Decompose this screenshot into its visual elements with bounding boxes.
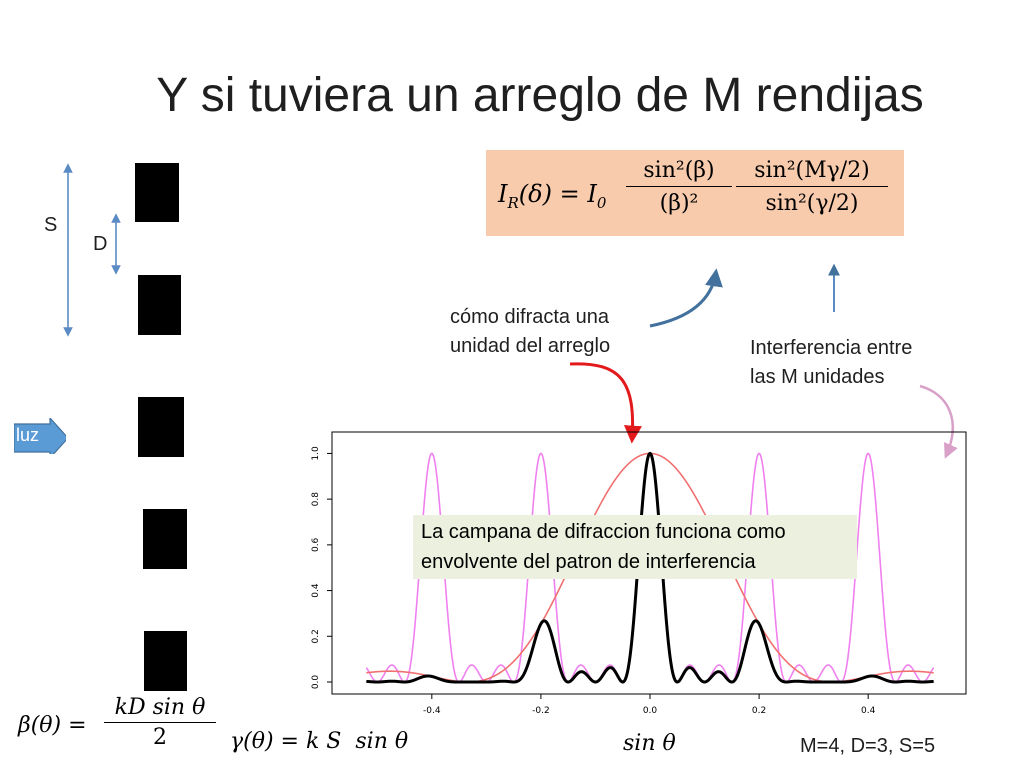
slit-3: [138, 397, 184, 457]
beta-fraction: kD sin θ 2: [104, 695, 216, 750]
light-arrow-icon: [14, 418, 66, 454]
y-tick-label: 1.0: [311, 446, 321, 461]
formula-lhs-sub: R: [507, 193, 519, 212]
y-tick-label: 0.4: [311, 583, 321, 598]
intensity-chart: -0.4 -0.2 0.0 0.2 0.4 0.0 0.2 0.4 0.6 0.8 1.0: [311, 431, 967, 716]
y-tick-label: 0.6: [311, 537, 321, 552]
plot-frame: [331, 431, 967, 695]
slit-2: [138, 275, 181, 335]
diffraction-arrow: [649, 268, 723, 328]
interference-note: Interferencia entre las M unidades: [750, 334, 912, 392]
fraction-1-den: (β)²: [659, 191, 699, 216]
diffraction-note-line1: cómo difracta una: [450, 306, 609, 328]
d-label: D: [93, 233, 108, 255]
beta-den: 2: [153, 725, 167, 750]
x-variable-label: sin θ: [623, 731, 676, 756]
diffraction-note: cómo difracta una unidad del arreglo: [450, 303, 610, 361]
dimension-arrows: [63, 163, 121, 337]
y-tick-label: 0.2: [311, 629, 321, 643]
callout-line1: La campana de difraccion funciona como: [421, 521, 786, 543]
x-tick-label: 0.4: [861, 706, 876, 716]
axes: -0.4 -0.2 0.0 0.2 0.4 0.0 0.2 0.4 0.6 0.8 1.0: [311, 446, 876, 716]
parameters-label: M=4, D=3, S=5: [800, 735, 936, 757]
interference-note-line1: Interferencia entre: [750, 337, 913, 359]
fraction-2: sin²(Mγ/2) sin²(γ/2): [736, 158, 888, 216]
slit-5: [144, 631, 187, 691]
fraction-1: sin²(β) (β)²: [624, 158, 734, 216]
series-product: [366, 451, 934, 684]
slit-1: [135, 163, 179, 222]
diffraction-note-line2: unidad del arreglo: [450, 335, 611, 357]
beta-lhs: β(θ) =: [18, 713, 87, 738]
callout-line2: envolvente del patron de interferencia: [421, 551, 756, 573]
formula-i0-sub: 0: [596, 193, 607, 212]
intensity-formula: IR(δ) = I0 sin²(β) (β)² sin²(Mγ/2) sin²(…: [486, 150, 904, 236]
x-tick-label: -0.4: [423, 706, 441, 716]
interference-note-line2: las M unidades: [750, 366, 885, 388]
formula-lhs: I: [498, 180, 508, 208]
y-tick-label: 0.8: [311, 492, 321, 507]
envelope-callout: La campana de difraccion funciona como e…: [413, 515, 857, 579]
fraction-1-num: sin²(β): [643, 158, 715, 183]
y-tick-label: 0.0: [311, 675, 321, 690]
formula-lhs-arg: (δ) = I: [518, 180, 597, 208]
luz-label: luz: [16, 425, 40, 445]
s-label: S: [44, 214, 58, 236]
fraction-2-den: sin²(γ/2): [765, 191, 859, 216]
x-tick-label: -0.2: [532, 706, 550, 716]
x-tick-label: 0.0: [643, 706, 658, 716]
fraction-2-num: sin²(Mγ/2): [754, 158, 870, 183]
slide-title: Y si tuviera un arreglo de M rendijas: [156, 69, 924, 122]
x-tick-label: 0.2: [752, 706, 766, 716]
gamma-formula: γ(θ) = k S sin θ: [230, 729, 409, 754]
slit-4: [143, 509, 187, 569]
beta-num: kD sin θ: [114, 695, 206, 720]
